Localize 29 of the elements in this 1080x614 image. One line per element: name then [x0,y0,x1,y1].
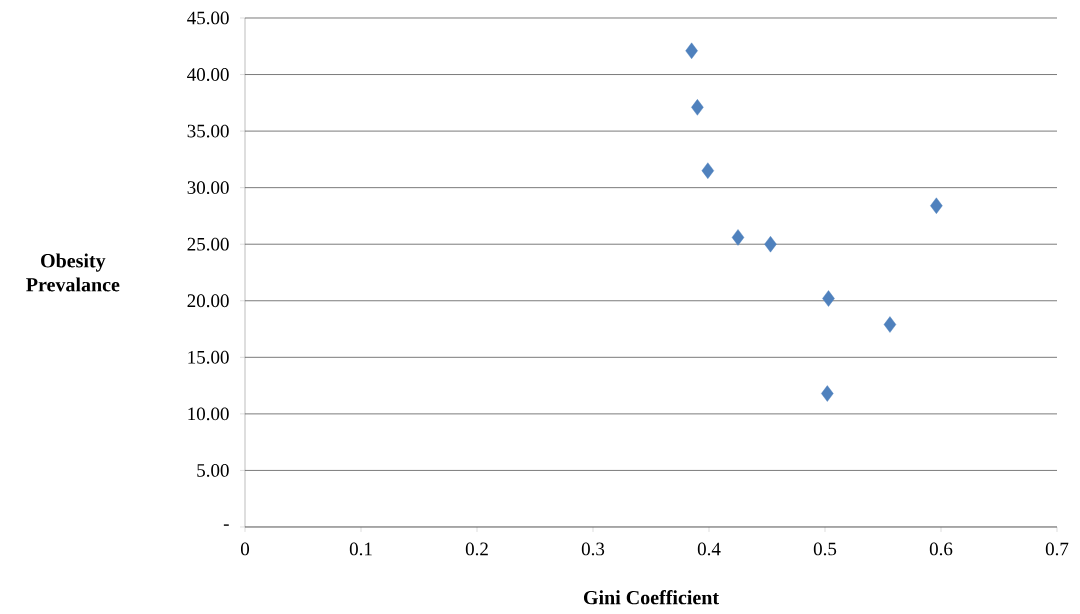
point [701,162,715,179]
y-tick-label: 45.00 [187,11,229,25]
y-tick-label: 10.00 [188,407,229,421]
y-tick-label: 20.00 [187,294,229,308]
point [691,99,704,116]
x-tick-label: 0 [240,542,250,556]
y-tick-label: 30.00 [187,181,229,195]
x-tick-label: 0.5 [813,542,837,556]
y-tick-label: 40.00 [187,68,229,81]
x-tick-label: 0.4 [697,542,721,556]
point [930,197,943,214]
y-tick-label: 15.00 [188,350,229,364]
y-tick-label: - [223,524,229,526]
point [731,229,745,246]
x-axis-title: Gini Coefficient [583,590,719,605]
x-tick-label: 0.7 [1045,542,1069,556]
point [883,316,897,333]
y-tick-label: 25.00 [187,237,229,251]
y-tick-label: 5.00 [197,463,229,477]
point [685,42,698,59]
x-tick-label: 0.1 [349,542,372,556]
point [822,290,835,307]
x-tick-label: 0.3 [581,542,605,556]
point [764,236,777,253]
y-axis-title: Obesity Prevalance [26,253,120,292]
x-tick-label: 0.6 [929,542,953,556]
point [821,385,834,402]
x-tick-label: 0.2 [465,542,488,556]
y-tick-label: 35.00 [187,124,229,138]
